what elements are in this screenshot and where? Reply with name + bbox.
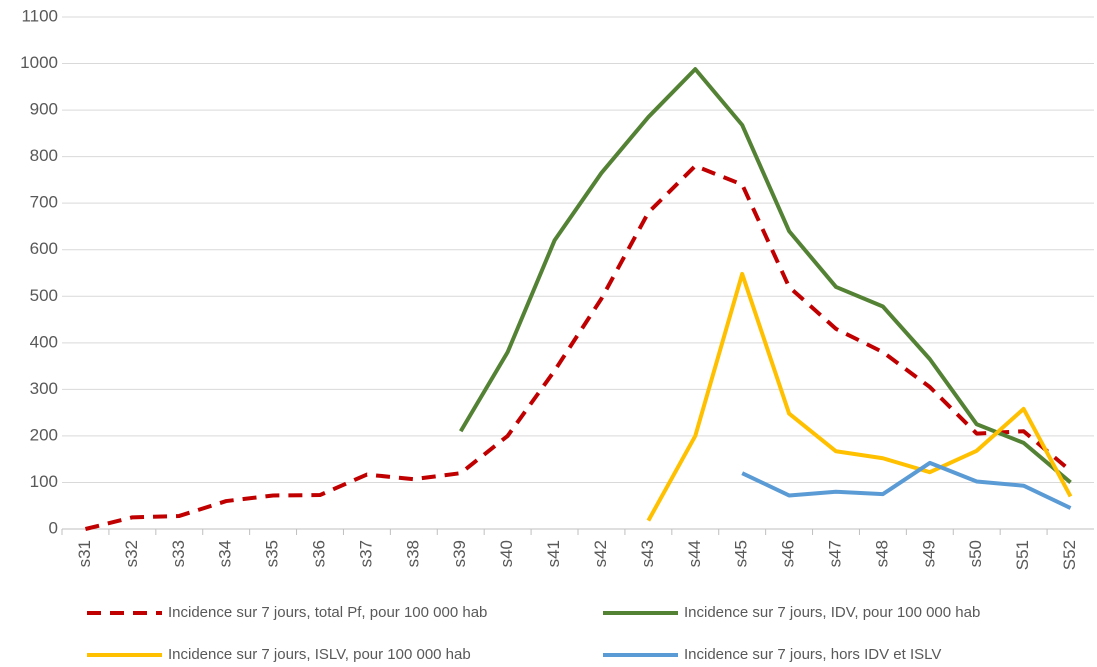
x-tick-label: s45 bbox=[732, 540, 751, 567]
x-tick-label: s46 bbox=[779, 540, 798, 567]
y-tick-label: 200 bbox=[30, 425, 58, 444]
series-line bbox=[459, 67, 1072, 484]
x-tick-label: S52 bbox=[1060, 540, 1079, 570]
legend-label: Incidence sur 7 jours, ISLV, pour 100 00… bbox=[168, 646, 471, 663]
series-line bbox=[84, 163, 1072, 531]
y-tick-label: 1000 bbox=[20, 53, 58, 72]
x-tick-label: s44 bbox=[685, 540, 704, 567]
x-tick-label: s42 bbox=[591, 540, 610, 567]
y-tick-label: 100 bbox=[30, 472, 58, 491]
x-tick-label: s35 bbox=[263, 540, 282, 567]
series-line bbox=[741, 460, 1072, 510]
y-tick-label: 300 bbox=[30, 379, 58, 398]
x-tick-label: s43 bbox=[638, 540, 657, 567]
x-tick-label: s48 bbox=[872, 540, 891, 567]
y-tick-label: 500 bbox=[30, 286, 58, 305]
x-tick-label: S51 bbox=[1013, 540, 1032, 570]
x-tick-label: s36 bbox=[309, 540, 328, 567]
x-tick-label: s39 bbox=[450, 540, 469, 567]
y-tick-label: 700 bbox=[30, 193, 58, 212]
x-tick-label: s32 bbox=[122, 540, 141, 567]
x-tick-label: s38 bbox=[403, 540, 422, 567]
y-tick-label: 1100 bbox=[21, 6, 58, 25]
x-tick-label: s47 bbox=[825, 540, 844, 567]
series-line bbox=[646, 271, 1073, 522]
x-tick-label: s49 bbox=[919, 540, 938, 567]
legend-label: Incidence sur 7 jours, total Pf, pour 10… bbox=[168, 604, 487, 621]
y-tick-label: 900 bbox=[30, 100, 58, 119]
x-tick-label: s37 bbox=[356, 540, 375, 567]
x-tick-label: s34 bbox=[216, 540, 235, 567]
legend-label: Incidence sur 7 jours, IDV, pour 100 000… bbox=[684, 604, 980, 621]
y-tick-label: 400 bbox=[30, 332, 58, 351]
y-tick-label: 600 bbox=[30, 239, 58, 258]
y-tick-label: 0 bbox=[49, 518, 58, 537]
legend-label: Incidence sur 7 jours, hors IDV et ISLV bbox=[684, 646, 941, 663]
x-tick-label: s31 bbox=[75, 540, 94, 567]
x-tick-label: s41 bbox=[544, 540, 563, 567]
x-tick-label: s40 bbox=[497, 540, 516, 567]
y-tick-label: 800 bbox=[30, 146, 58, 165]
x-tick-label: s33 bbox=[169, 540, 188, 567]
x-tick-label: s50 bbox=[966, 540, 985, 567]
